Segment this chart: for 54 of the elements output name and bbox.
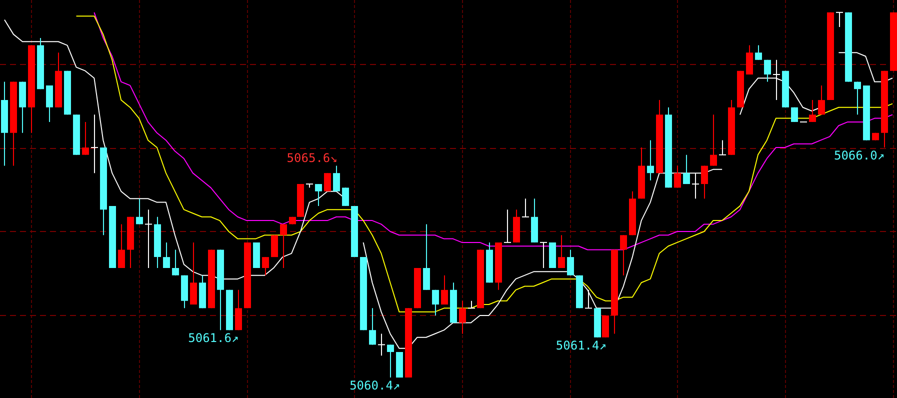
candlestick bbox=[172, 249, 179, 276]
candlestick bbox=[746, 44, 753, 75]
candlestick bbox=[387, 344, 394, 378]
candlestick bbox=[262, 256, 269, 276]
candlestick bbox=[280, 224, 287, 269]
candlestick bbox=[647, 140, 654, 181]
candlestick bbox=[710, 114, 717, 166]
candlestick bbox=[271, 234, 278, 258]
candlestick bbox=[701, 165, 708, 200]
candlestick bbox=[82, 121, 89, 156]
candlestick bbox=[190, 242, 197, 306]
annotation: 5061.6↗ bbox=[188, 331, 239, 346]
candlestick bbox=[459, 300, 466, 334]
candlestick bbox=[683, 154, 690, 185]
candlestick bbox=[558, 234, 565, 269]
candlestick bbox=[378, 333, 386, 356]
candlestick bbox=[333, 165, 340, 192]
candlestick bbox=[522, 198, 530, 218]
candlestick bbox=[504, 209, 512, 243]
candlestick bbox=[90, 114, 98, 174]
candlestick bbox=[315, 184, 322, 206]
candlestick bbox=[809, 100, 816, 122]
candlestick bbox=[772, 59, 780, 101]
annotation: 5066.0↗ bbox=[834, 148, 885, 163]
candlestick bbox=[584, 289, 592, 309]
candlestick bbox=[46, 84, 53, 122]
candlestick bbox=[324, 172, 331, 192]
candlestick bbox=[441, 274, 448, 306]
text: 5060.4↗ bbox=[350, 378, 400, 393]
candlestick bbox=[764, 59, 771, 82]
annotation: 5065.6↘ bbox=[286, 150, 338, 165]
candlestick bbox=[468, 300, 476, 309]
candlestick bbox=[818, 84, 825, 116]
candlestick bbox=[836, 12, 844, 28]
candlestick bbox=[602, 314, 609, 338]
candlestick bbox=[674, 165, 681, 188]
candlestick bbox=[718, 140, 726, 156]
candlestick bbox=[620, 234, 627, 276]
candlestick bbox=[540, 242, 548, 269]
annotation: 5061.4↗ bbox=[556, 338, 606, 353]
candlestick bbox=[144, 209, 152, 269]
candlestick bbox=[854, 81, 861, 116]
candlestick bbox=[369, 308, 376, 346]
candlestick bbox=[118, 224, 125, 269]
candlestick bbox=[755, 44, 762, 60]
candlestick bbox=[692, 172, 700, 200]
candlestick bbox=[567, 249, 574, 276]
candlestick bbox=[136, 198, 143, 225]
candlestick bbox=[423, 224, 430, 290]
candlestick bbox=[432, 289, 439, 316]
candlestick bbox=[342, 187, 349, 206]
candlestick bbox=[791, 106, 798, 122]
candlestick bbox=[235, 289, 242, 331]
candlestick bbox=[163, 242, 170, 269]
